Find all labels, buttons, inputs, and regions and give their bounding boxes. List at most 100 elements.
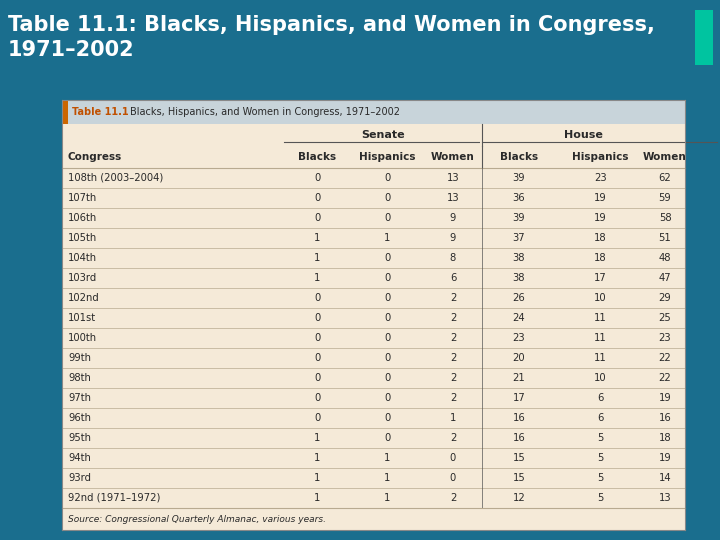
Text: 2: 2 (450, 433, 456, 443)
Bar (62, 288, 685, 308)
Text: 0: 0 (384, 333, 391, 343)
Bar (62, 268, 685, 288)
Text: 97th: 97th (68, 393, 91, 403)
Text: 6: 6 (450, 273, 456, 283)
Text: 13: 13 (446, 193, 459, 203)
Text: 106th: 106th (68, 213, 97, 223)
Text: 22: 22 (659, 373, 671, 383)
Text: 0: 0 (315, 413, 320, 423)
Text: 11: 11 (594, 333, 607, 343)
Bar (62, 124, 685, 146)
Text: 102nd: 102nd (68, 293, 100, 303)
Text: 23: 23 (594, 173, 607, 183)
Text: 15: 15 (513, 453, 526, 463)
Text: 0: 0 (384, 293, 391, 303)
Text: 38: 38 (513, 253, 526, 263)
Text: 0: 0 (384, 213, 391, 223)
Text: 18: 18 (594, 253, 607, 263)
Text: 2: 2 (450, 293, 456, 303)
Bar (62, 168, 685, 188)
Text: 1: 1 (384, 453, 391, 463)
Text: 17: 17 (513, 393, 526, 403)
Text: 10: 10 (594, 293, 607, 303)
Text: 22: 22 (659, 353, 671, 363)
Text: 14: 14 (659, 473, 671, 483)
Text: 0: 0 (315, 293, 320, 303)
Text: 1971–2002: 1971–2002 (8, 40, 135, 60)
Text: Senate: Senate (361, 130, 405, 140)
Text: 58: 58 (659, 213, 671, 223)
Text: 37: 37 (513, 233, 526, 243)
Text: 103rd: 103rd (68, 273, 97, 283)
Text: 0: 0 (315, 173, 320, 183)
Bar (62, 348, 685, 368)
Text: 0: 0 (384, 373, 391, 383)
Text: 38: 38 (513, 273, 526, 283)
Text: Blacks: Blacks (298, 152, 336, 162)
Text: 0: 0 (384, 173, 391, 183)
Text: 13: 13 (659, 493, 671, 503)
Text: 0: 0 (450, 453, 456, 463)
Text: 21: 21 (513, 373, 526, 383)
Text: 16: 16 (513, 433, 526, 443)
Text: 0: 0 (450, 473, 456, 483)
Text: 1: 1 (315, 233, 320, 243)
Text: 108th (2003–2004): 108th (2003–2004) (68, 173, 163, 183)
Text: 2: 2 (450, 333, 456, 343)
Text: 5: 5 (598, 453, 603, 463)
Text: 93rd: 93rd (68, 473, 91, 483)
Text: 10: 10 (594, 373, 607, 383)
Text: 5: 5 (598, 473, 603, 483)
Text: Hispanics: Hispanics (359, 152, 415, 162)
Bar (62, 508, 685, 530)
Text: 36: 36 (513, 193, 526, 203)
Text: 1: 1 (315, 473, 320, 483)
Text: 0: 0 (315, 393, 320, 403)
Text: 51: 51 (659, 233, 671, 243)
Text: 2: 2 (450, 373, 456, 383)
Text: 16: 16 (513, 413, 526, 423)
Bar (62, 100, 685, 124)
Text: 0: 0 (315, 373, 320, 383)
Text: 0: 0 (315, 313, 320, 323)
Text: 9: 9 (450, 213, 456, 223)
Text: 0: 0 (384, 313, 391, 323)
Bar (62, 100, 68, 124)
Text: 100th: 100th (68, 333, 97, 343)
Text: 62: 62 (659, 173, 671, 183)
Text: 16: 16 (659, 413, 671, 423)
Text: 19: 19 (659, 393, 671, 403)
Text: 26: 26 (513, 293, 526, 303)
Bar (62, 146, 685, 168)
Bar (62, 208, 685, 228)
Bar (62, 428, 685, 448)
Text: 19: 19 (594, 213, 607, 223)
Text: 0: 0 (315, 193, 320, 203)
Text: 18: 18 (594, 233, 607, 243)
Text: 107th: 107th (68, 193, 97, 203)
Text: Blacks, Hispanics, and Women in Congress, 1971–2002: Blacks, Hispanics, and Women in Congress… (130, 107, 400, 117)
Text: 0: 0 (384, 193, 391, 203)
Bar (62, 308, 685, 328)
Bar (62, 368, 685, 388)
Text: 95th: 95th (68, 433, 91, 443)
Text: Women: Women (431, 152, 475, 162)
Text: 19: 19 (594, 193, 607, 203)
Text: Blacks: Blacks (500, 152, 538, 162)
Text: 2: 2 (450, 493, 456, 503)
Text: 20: 20 (513, 353, 526, 363)
Text: 18: 18 (659, 433, 671, 443)
Text: 25: 25 (659, 313, 671, 323)
Bar (695, 10, 713, 65)
Text: 9: 9 (450, 233, 456, 243)
Text: 94th: 94th (68, 453, 91, 463)
Text: 99th: 99th (68, 353, 91, 363)
Text: 8: 8 (450, 253, 456, 263)
Text: 48: 48 (659, 253, 671, 263)
Text: 5: 5 (598, 433, 603, 443)
Bar (62, 228, 685, 248)
Text: 24: 24 (513, 313, 526, 323)
Text: 101st: 101st (68, 313, 96, 323)
Text: 11: 11 (594, 353, 607, 363)
Text: 23: 23 (659, 333, 671, 343)
